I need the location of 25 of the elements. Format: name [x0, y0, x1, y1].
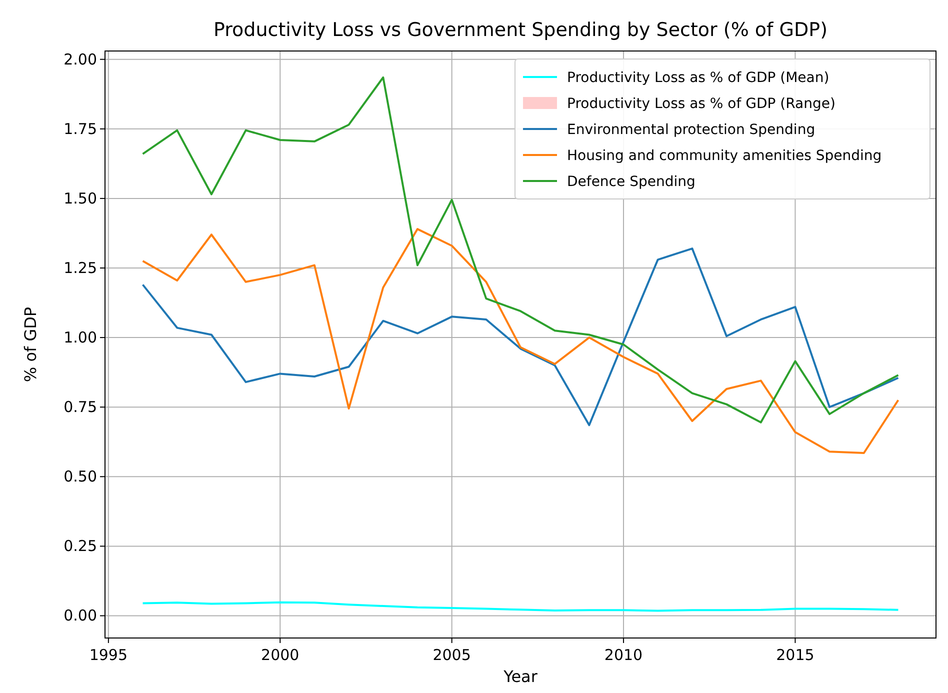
- line-series: [142, 601, 900, 612]
- line-series: [142, 248, 900, 426]
- y-tick-label: 0.75: [64, 398, 97, 416]
- y-tick-label: 1.75: [64, 120, 97, 138]
- legend-label: Housing and community amenities Spending: [567, 148, 882, 164]
- y-tick-label: 2.00: [64, 50, 97, 68]
- legend-label: Defence Spending: [567, 174, 696, 190]
- legend-label: Productivity Loss as % of GDP (Mean): [567, 70, 830, 86]
- x-axis-title: Year: [502, 667, 538, 686]
- y-tick-label: 1.25: [64, 258, 97, 277]
- x-tick-label: 2010: [604, 646, 643, 664]
- line-series: [142, 228, 900, 454]
- x-tick-label: 2015: [776, 646, 814, 664]
- legend-label: Productivity Loss as % of GDP (Range): [567, 96, 836, 112]
- y-tick-label: 0.50: [64, 468, 97, 486]
- chart-title: Productivity Loss vs Government Spending by Sector (% of GDP): [214, 19, 828, 41]
- y-tick-label: 0.00: [64, 606, 97, 625]
- x-tick-label: 1995: [89, 646, 128, 664]
- y-tick-label: 1.00: [64, 328, 97, 347]
- legend-label: Environmental protection Spending: [567, 122, 816, 138]
- y-axis-title: % of GDP: [21, 306, 40, 382]
- x-tick-label: 2005: [432, 646, 471, 664]
- x-tick-label: 2000: [261, 646, 300, 664]
- y-tick-label: 1.50: [64, 189, 97, 208]
- y-tick-label: 0.25: [64, 537, 97, 556]
